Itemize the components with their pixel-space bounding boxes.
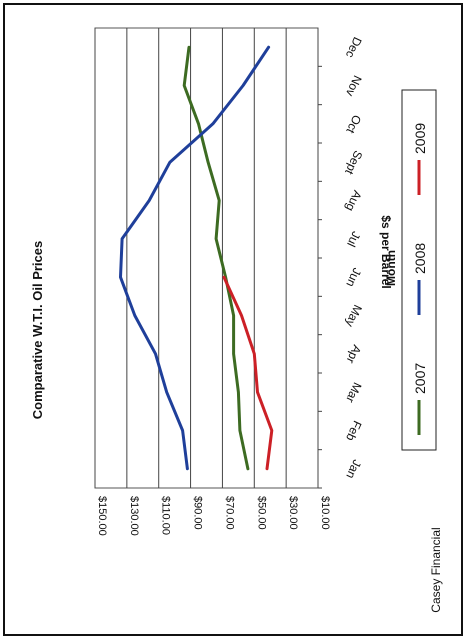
y-tick-label: $10.00 bbox=[319, 496, 331, 530]
y-tick-label: $90.00 bbox=[192, 496, 204, 530]
y-tick-label: $70.00 bbox=[223, 496, 235, 530]
x-tick-label: Dec bbox=[343, 35, 365, 60]
y-tick-label: $150.00 bbox=[96, 496, 108, 536]
x-tick-label: Feb bbox=[343, 419, 365, 444]
legend-label-2007: 2007 bbox=[412, 363, 428, 394]
y-tick-label: $130.00 bbox=[128, 496, 140, 536]
legend-label-2008: 2008 bbox=[412, 243, 428, 274]
series-line-2008 bbox=[119, 45, 271, 471]
x-tick-label: Nov bbox=[343, 73, 365, 98]
y-tick-label: $50.00 bbox=[255, 496, 267, 530]
chart-title: Comparative W.T.I. Oil Prices bbox=[30, 241, 45, 419]
x-tick-label: Sept bbox=[342, 148, 365, 177]
y-axis-label: $s per Barrel bbox=[379, 215, 393, 288]
x-tick-label: Oct bbox=[343, 113, 364, 136]
x-axis-ticks: Jan Feb Mar Apr May Jun Jul Aug Sept Oct Nov Dec bbox=[318, 35, 365, 489]
series-line-2009 bbox=[222, 275, 274, 471]
x-axis-label: Month bbox=[384, 250, 398, 286]
legend-box bbox=[401, 89, 437, 451]
x-tick-label: Apr bbox=[343, 343, 364, 366]
y-tick-label: $30.00 bbox=[287, 496, 299, 530]
x-tick-label: Jan bbox=[343, 457, 364, 480]
legend: 2007 2008 2009 bbox=[401, 89, 437, 451]
series-lines bbox=[119, 45, 274, 471]
source-credit: Casey Financial bbox=[429, 527, 443, 612]
x-tick-label: May bbox=[343, 303, 365, 329]
x-tick-label: Jul bbox=[344, 229, 363, 249]
plot-area bbox=[94, 27, 319, 489]
x-tick-label: Jun bbox=[343, 266, 364, 289]
y-tick-label: $110.00 bbox=[160, 496, 172, 535]
series-line-2007 bbox=[182, 45, 250, 471]
x-tick-label: Aug bbox=[343, 188, 365, 213]
x-tick-label: Mar bbox=[343, 380, 364, 405]
plot-background bbox=[94, 27, 319, 489]
gridlines bbox=[94, 28, 319, 488]
y-axis-ticks: $150.00 $130.00 $110.00 $90.00 $70.00 $50.00 $… bbox=[96, 496, 331, 536]
legend-label-2009: 2009 bbox=[412, 123, 428, 154]
